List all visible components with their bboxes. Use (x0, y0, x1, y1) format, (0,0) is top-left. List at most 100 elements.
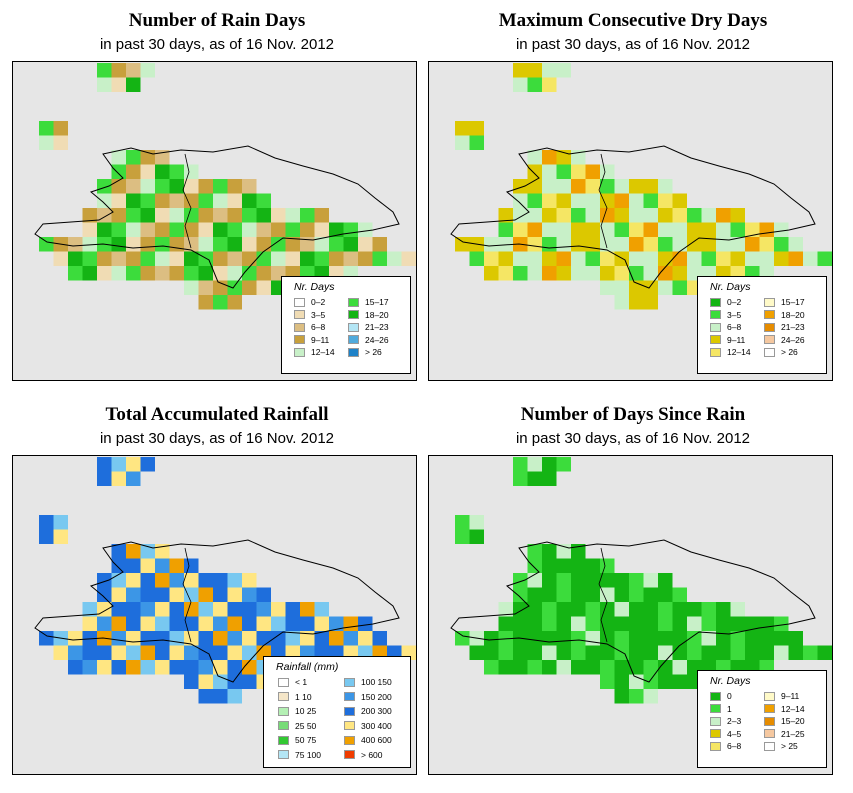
grid-cell (730, 208, 745, 223)
legend-swatch (344, 735, 355, 745)
grid-cell (600, 674, 615, 689)
grid-cell (198, 193, 213, 208)
grid-cell (169, 222, 184, 237)
grid-cell (759, 616, 774, 631)
grid-cell (527, 587, 542, 602)
grid-cell (542, 573, 557, 588)
grid-cell (629, 689, 644, 704)
legend-swatch (764, 704, 775, 713)
grid-cell (242, 222, 257, 237)
grid-cell (643, 660, 658, 675)
legend-swatch (344, 750, 355, 759)
grid-cell (643, 280, 658, 295)
grid-cell (542, 222, 557, 237)
grid-cell (527, 266, 542, 281)
grid-cell (256, 616, 271, 631)
grid-cell (585, 208, 600, 223)
grid-cell (600, 631, 615, 646)
grid-cell (358, 251, 373, 266)
grid-cell (571, 660, 586, 675)
legend-label: 25 50 (295, 720, 317, 731)
grid-cell (53, 529, 68, 544)
grid-cell (600, 266, 615, 281)
legend-title: Nr. Days (710, 281, 751, 293)
grid-cell (585, 558, 600, 573)
grid-cell (701, 616, 716, 631)
grid-cell (542, 150, 557, 165)
coastline (34, 145, 400, 289)
grid-cell (242, 602, 257, 617)
legend-swatch (710, 335, 721, 344)
grid-cell (256, 280, 271, 295)
grid-cell (556, 266, 571, 281)
legend-label: 6–8 (727, 322, 742, 332)
grid-cell (271, 602, 286, 617)
grid-cell (184, 674, 199, 689)
grid-cell (358, 237, 373, 252)
grid-cell (271, 251, 286, 266)
grid-cell (658, 631, 673, 646)
grid-cell (140, 587, 155, 602)
map-legend: Rainfall (mm) < 1 1 10 10 25 25 50 50 75 75 1… (263, 656, 411, 768)
grid-cell (600, 558, 615, 573)
legend-swatch (764, 297, 775, 307)
legend-title: Nr. Days (710, 675, 751, 687)
grid-cell (600, 179, 615, 194)
legend-label: 1 10 (295, 691, 312, 702)
grid-cell (242, 616, 257, 631)
grid-cell (111, 602, 126, 617)
grid-cell (68, 251, 83, 266)
grid-cell (126, 631, 141, 646)
grid-cell (111, 631, 126, 646)
grid-cell (556, 237, 571, 252)
grid-cell (155, 587, 170, 602)
legend-label: 15–20 (781, 716, 805, 726)
legend-item: 15–20 (764, 716, 805, 726)
map-total-rainfall: Rainfall (mm) < 1 1 10 10 25 25 50 50 75 75 1… (12, 455, 417, 775)
grid-cell (126, 616, 141, 631)
grid-cell (643, 631, 658, 646)
grid-cell (527, 645, 542, 660)
grid-cell (198, 222, 213, 237)
grid-cell (140, 558, 155, 573)
grid-cell (658, 660, 673, 675)
grid-cell (242, 237, 257, 252)
grid-cell (469, 515, 484, 530)
grid-cell (745, 631, 760, 646)
grid-cell (774, 645, 789, 660)
grid-cell (701, 237, 716, 252)
grid-cell (169, 251, 184, 266)
legend-item: 1 10 (278, 692, 312, 702)
grid-cell (498, 660, 513, 675)
grid-cell (140, 645, 155, 660)
grid-cell (745, 251, 760, 266)
grid-cell (542, 544, 557, 559)
legend-swatch (294, 322, 305, 332)
grid-cell (242, 179, 257, 194)
legend-label: 12–14 (727, 347, 751, 357)
grid-cell (571, 587, 586, 602)
legend-swatch (278, 735, 289, 745)
grid-cell (126, 164, 141, 179)
grid-cell (169, 616, 184, 631)
grid-cell (68, 237, 83, 252)
grid-cell (817, 251, 832, 266)
grid-cell (227, 280, 242, 295)
legend-swatch (764, 716, 775, 726)
grid-cell (343, 237, 358, 252)
grid-cell (484, 266, 499, 281)
grid-cell (198, 660, 213, 675)
grid-cell (184, 660, 199, 675)
legend-label: 18–20 (781, 309, 805, 320)
legend-item: 15–17 (764, 297, 805, 307)
grid-cell (314, 208, 329, 223)
grid-cell (469, 645, 484, 660)
grid-cell (585, 602, 600, 617)
grid-cell (513, 266, 528, 281)
grid-cell (643, 222, 658, 237)
grid-cell (687, 208, 702, 223)
grid-cell (155, 179, 170, 194)
grid-cell (300, 222, 315, 237)
grid-cell (97, 645, 112, 660)
grid-cell (213, 208, 228, 223)
